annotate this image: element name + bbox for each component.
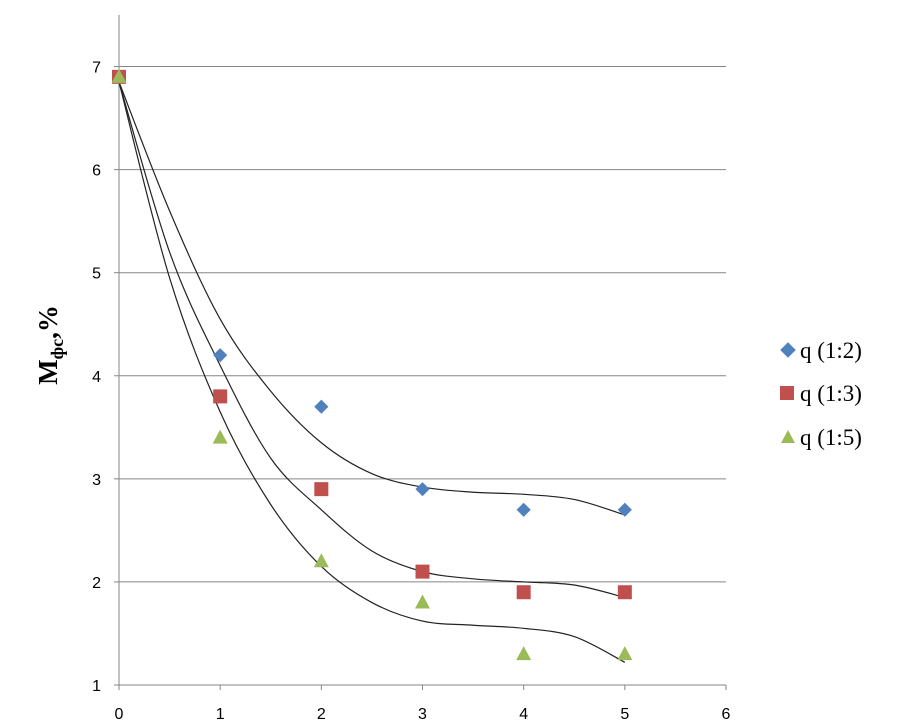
- data-point-square: [314, 482, 329, 497]
- trendline: [118, 81, 626, 663]
- data-point-diamond: [213, 348, 228, 363]
- legend-marker-square: [780, 386, 794, 400]
- y-tick-label: 5: [92, 266, 101, 283]
- data-point-diamond: [516, 502, 531, 517]
- y-axis-label-tail: ,%: [33, 305, 63, 339]
- data-point-triangle: [212, 429, 228, 444]
- x-tick-label: 5: [620, 706, 629, 723]
- legend: q (1:2) q (1:3) q (1:5): [780, 338, 862, 450]
- y-axis-label-sub: фс: [47, 339, 67, 359]
- data-point-square: [516, 585, 531, 600]
- x-tick-label: 2: [317, 706, 326, 723]
- x-tick-label: 1: [216, 706, 225, 723]
- y-tick-label: 4: [92, 369, 101, 386]
- data-point-triangle: [516, 646, 532, 661]
- legend-item-q12: q (1:2): [780, 338, 862, 363]
- legend-label: q (1:2): [800, 338, 862, 363]
- legend-item-q13: q (1:3): [780, 381, 862, 406]
- data-point-triangle: [617, 646, 633, 661]
- y-axis-label: Mфс,%: [33, 305, 67, 385]
- x-tick-labels: 0 1 2 3 4 5 6: [115, 706, 731, 723]
- data-point-square: [213, 389, 228, 404]
- data-point-square: [617, 585, 632, 600]
- data-point-diamond: [415, 482, 430, 497]
- data-point-diamond: [617, 502, 632, 517]
- y-tick-label: 7: [92, 60, 101, 77]
- y-tick-label: 3: [92, 472, 101, 489]
- gridlines: [114, 66, 727, 690]
- data-point-triangle: [415, 594, 430, 609]
- trendline: [118, 81, 626, 516]
- y-tick-labels: 1 2 3 4 5 6 7: [92, 60, 101, 695]
- data-point-square: [415, 564, 430, 579]
- data-markers: [111, 68, 633, 661]
- x-tick-label: 6: [722, 706, 731, 723]
- legend-item-q15: q (1:5): [781, 425, 862, 450]
- legend-label: q (1:5): [800, 425, 862, 450]
- trendline: [118, 81, 625, 598]
- axes: [118, 15, 726, 686]
- y-tick-label: 2: [92, 575, 101, 592]
- data-point-diamond: [314, 399, 329, 414]
- data-point-triangle: [313, 553, 329, 568]
- legend-marker-triangle: [781, 430, 795, 443]
- legend-marker-diamond: [780, 342, 796, 358]
- x-tick-label: 4: [519, 706, 528, 723]
- x-tick-label: 3: [418, 706, 427, 723]
- trendlines: [118, 81, 626, 663]
- legend-label: q (1:3): [800, 381, 862, 406]
- data-point-triangle: [111, 68, 127, 83]
- x-tick-label: 0: [115, 706, 124, 723]
- y-axis-label-main: M: [33, 359, 63, 384]
- y-tick-label: 6: [92, 163, 101, 180]
- y-tick-label: 1: [92, 678, 101, 695]
